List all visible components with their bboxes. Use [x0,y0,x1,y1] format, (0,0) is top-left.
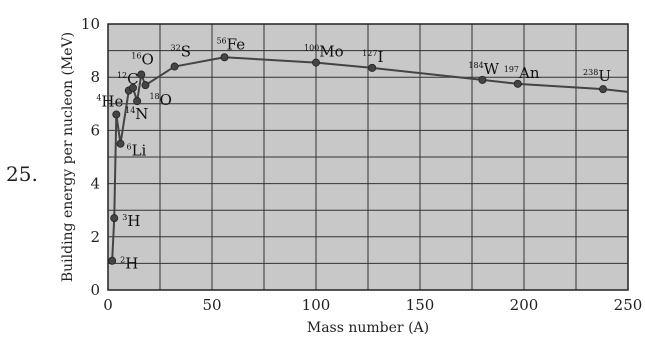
point-label: 32S [171,43,191,61]
point-label-element: Li [132,142,147,160]
point-label-mass-number: 127 [362,49,377,58]
point-label-element: I [377,48,383,66]
point-label-mass-number: 32 [171,44,181,53]
point-label-mass-number: 14 [125,106,135,115]
point-label: 12C [117,70,139,88]
data-point [133,97,142,106]
point-label-mass-number: 16 [131,52,141,61]
point-label-mass-number: 4 [96,93,101,102]
data-point [128,83,137,92]
point-label-element: S [181,43,191,61]
data-point [478,75,487,84]
data-point [513,79,522,88]
x-tick-label: 250 [614,296,643,314]
data-point [141,81,150,90]
y-axis-title: Building energy per nucleon (MeV) [60,32,76,282]
y-tick-label: 4 [90,175,100,193]
x-tick-label: 50 [202,296,221,314]
point-label: 100Mo [304,43,344,61]
point-label-element: W [484,60,500,78]
x-tick-label: 100 [302,296,331,314]
point-label: 18O [149,91,172,109]
data-point [112,110,121,119]
point-label-element: An [518,64,540,82]
point-label: 2H [120,255,138,273]
data-point [116,139,125,148]
data-point [110,214,119,223]
point-label-mass-number: 56 [216,36,226,45]
point-label: 127I [362,48,383,66]
data-point [170,62,179,71]
point-label-element: H [125,255,138,273]
point-label-element: H [127,212,140,230]
point-label: 184W [468,60,499,78]
data-point [220,53,229,62]
point-label: 3H [122,212,140,230]
point-label-element: U [598,67,611,85]
point-label-element: O [141,51,153,69]
point-label: 16O [131,51,154,69]
data-point [137,70,146,79]
point-label-mass-number: 3 [122,213,127,222]
y-tick-label: 10 [81,15,100,33]
data-point [311,58,320,67]
point-label: 14N [125,105,148,123]
point-label: 4He [96,92,123,110]
point-label-mass-number: 18 [149,92,159,101]
y-tick-label: 2 [90,228,100,246]
point-label: 6Li [126,142,146,160]
question-number: 25. [6,162,38,186]
point-label-element: O [160,91,172,109]
plot-frame [107,23,629,291]
point-label-element: N [135,105,148,123]
point-label-mass-number: 12 [117,71,127,80]
data-point [599,85,608,94]
point-label: 238U [583,67,611,85]
point-label-element: C [127,70,138,88]
x-axis-title: Mass number (A) [307,320,429,336]
point-label-mass-number: 238 [583,68,598,77]
point-label-mass-number: 197 [504,65,519,74]
y-tick-label: 8 [90,68,100,86]
x-tick-label: 150 [406,296,435,314]
point-label-mass-number: 2 [120,256,125,265]
y-tick-label: 6 [90,121,100,139]
data-point [108,256,117,265]
point-label-element: He [101,92,123,110]
point-label: 56Fe [216,35,245,53]
point-label-element: Fe [227,35,246,53]
point-label-mass-number: 100 [304,44,319,53]
y-tick-label: 0 [90,281,100,299]
data-point [368,63,377,72]
x-tick-label: 0 [103,296,113,314]
point-label-mass-number: 184 [468,61,483,70]
point-label-element: Mo [319,43,343,61]
point-label-mass-number: 6 [126,143,131,152]
point-label: 197An [504,64,540,82]
x-tick-label: 200 [510,296,539,314]
